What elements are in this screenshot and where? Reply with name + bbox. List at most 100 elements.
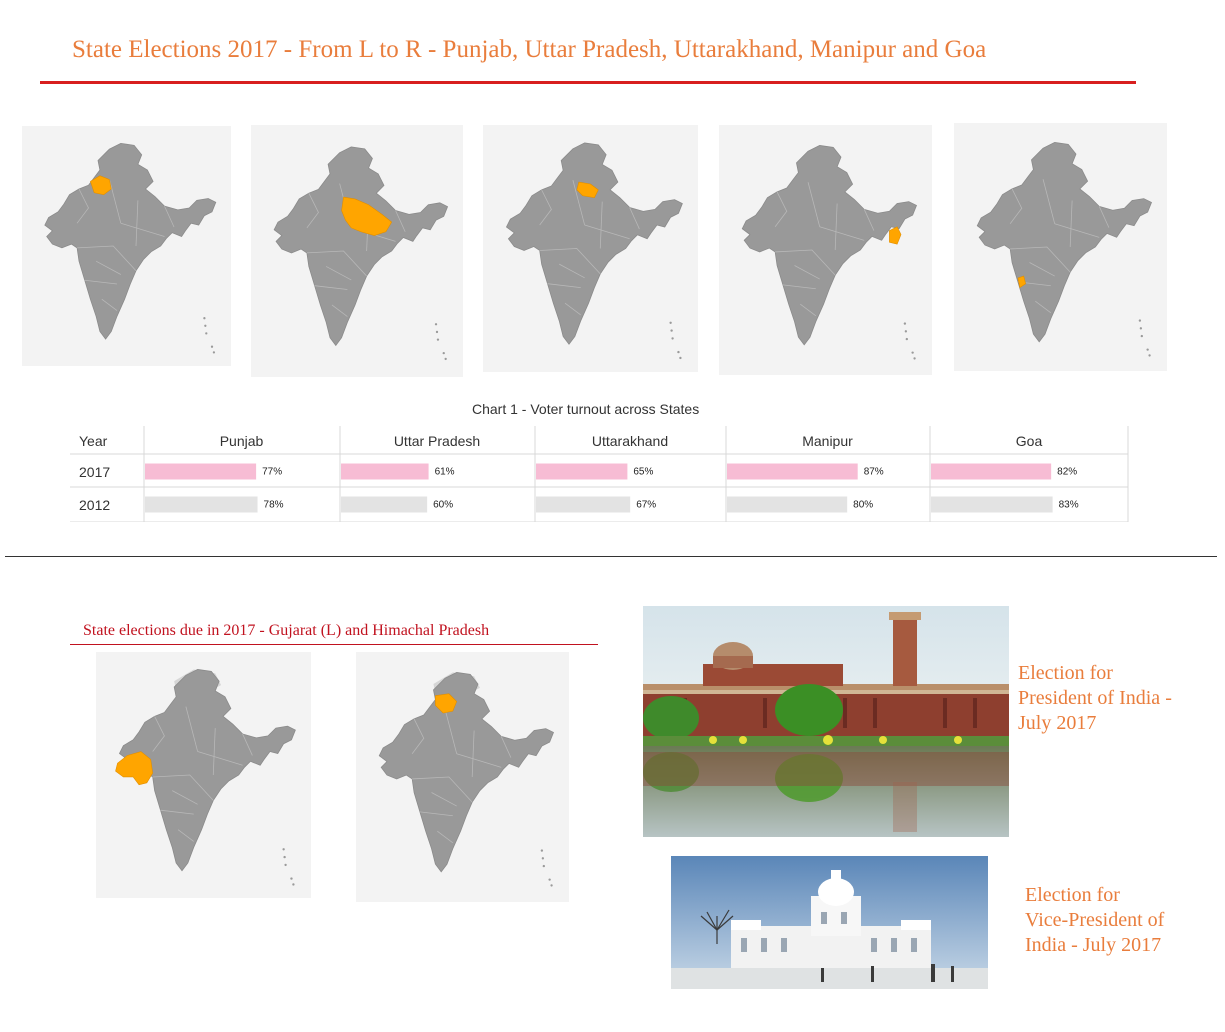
island	[540, 849, 544, 852]
map-punjab	[22, 126, 231, 366]
chart-column-header: Goa	[1016, 433, 1043, 449]
chart-data-label: 77%	[262, 467, 282, 478]
chart-bar	[931, 496, 1053, 513]
island	[442, 351, 445, 355]
chart-bar	[536, 463, 628, 480]
map-uttarakhand	[483, 125, 698, 372]
state-border	[412, 776, 473, 803]
chart-bar	[341, 496, 428, 513]
chart-data-label: 60%	[433, 500, 453, 511]
state-border	[1069, 200, 1073, 248]
island	[550, 884, 553, 887]
due-elections-title: State elections due in 2017 - Gujarat (L…	[83, 622, 490, 639]
state-border	[547, 283, 581, 288]
chart-bar	[727, 463, 858, 480]
state-border	[411, 718, 425, 754]
state-border	[185, 706, 199, 752]
state-border	[331, 304, 348, 317]
state-border	[135, 200, 139, 247]
highlighted-state	[115, 751, 153, 786]
vice-president-caption-line-1: Election for	[1025, 884, 1120, 906]
state-border	[1035, 300, 1052, 314]
island	[290, 877, 293, 880]
state-border	[807, 182, 821, 227]
state-border	[101, 298, 118, 311]
chart-data-label: 87%	[864, 467, 884, 478]
india-map	[378, 672, 555, 887]
india-land	[118, 669, 296, 872]
island	[1138, 319, 1142, 322]
island	[903, 322, 907, 325]
state-border	[152, 716, 165, 752]
island	[677, 350, 680, 354]
island	[284, 863, 287, 867]
island	[679, 356, 682, 360]
state-border	[471, 730, 475, 778]
chart-year-label: 2017	[79, 464, 110, 480]
state-border	[1010, 246, 1071, 273]
chart-data-label: 67%	[636, 500, 656, 511]
highlighted-state	[341, 196, 393, 236]
page-title: State Elections 2017 - From L to R - Pun…	[72, 36, 987, 63]
state-border	[599, 201, 603, 249]
state-border	[172, 790, 198, 805]
chart-row-header: Year	[79, 433, 108, 449]
due-elections-underline	[70, 644, 598, 645]
state-border	[437, 830, 454, 844]
president-building-photo	[643, 606, 1009, 837]
state-border	[212, 728, 216, 776]
island	[913, 357, 916, 360]
chart-svg: Year Punjab Uttar Pradesh Uttarakhand Manipu…	[70, 426, 1129, 522]
vice-president-caption-line-3: India - July 2017	[1025, 934, 1162, 956]
state-border	[794, 265, 820, 280]
state-border	[800, 303, 817, 317]
state-border	[314, 285, 348, 290]
highlighted-state	[889, 226, 902, 245]
state-border	[242, 733, 253, 756]
chart-data-label: 82%	[1057, 467, 1077, 478]
chart-column-header: Manipur	[802, 433, 853, 449]
state-border	[819, 226, 865, 241]
state-border	[77, 245, 137, 271]
island	[911, 351, 914, 354]
india-map	[505, 142, 683, 360]
india-land	[505, 142, 683, 345]
island	[282, 848, 285, 851]
island	[671, 337, 674, 340]
vice-president-caption: Election for Vice-President of India - J…	[1025, 883, 1164, 958]
state-border	[572, 179, 586, 226]
president-caption: Election for President of India - July 2…	[1018, 661, 1172, 736]
india-land	[976, 142, 1153, 343]
state-border	[1009, 188, 1023, 224]
india-map	[976, 142, 1153, 357]
state-border	[1042, 179, 1056, 224]
state-border	[152, 774, 214, 801]
island	[1139, 327, 1143, 330]
title-underline	[40, 81, 1136, 84]
map-manipur	[719, 125, 932, 375]
state-border	[306, 193, 319, 229]
state-border	[863, 209, 875, 231]
state-border	[444, 709, 458, 754]
map-himachal-pradesh	[356, 652, 569, 902]
chart-bar	[536, 496, 631, 513]
section-divider	[5, 556, 1217, 557]
state-border	[164, 205, 175, 228]
state-border	[539, 248, 601, 275]
state-border	[431, 792, 457, 807]
india-map	[741, 145, 918, 360]
state-border	[306, 250, 367, 277]
island	[203, 317, 206, 320]
island	[1146, 348, 1149, 351]
state-border	[539, 189, 552, 226]
india-map	[44, 143, 217, 354]
chart-data-label: 83%	[1059, 500, 1079, 511]
island	[444, 357, 447, 361]
island	[210, 345, 214, 348]
state-border	[774, 191, 788, 227]
island	[904, 330, 908, 333]
state-border	[76, 188, 89, 224]
president-caption-line-1: Election for	[1018, 662, 1113, 684]
state-border	[95, 260, 121, 275]
chart-bar	[341, 463, 429, 480]
